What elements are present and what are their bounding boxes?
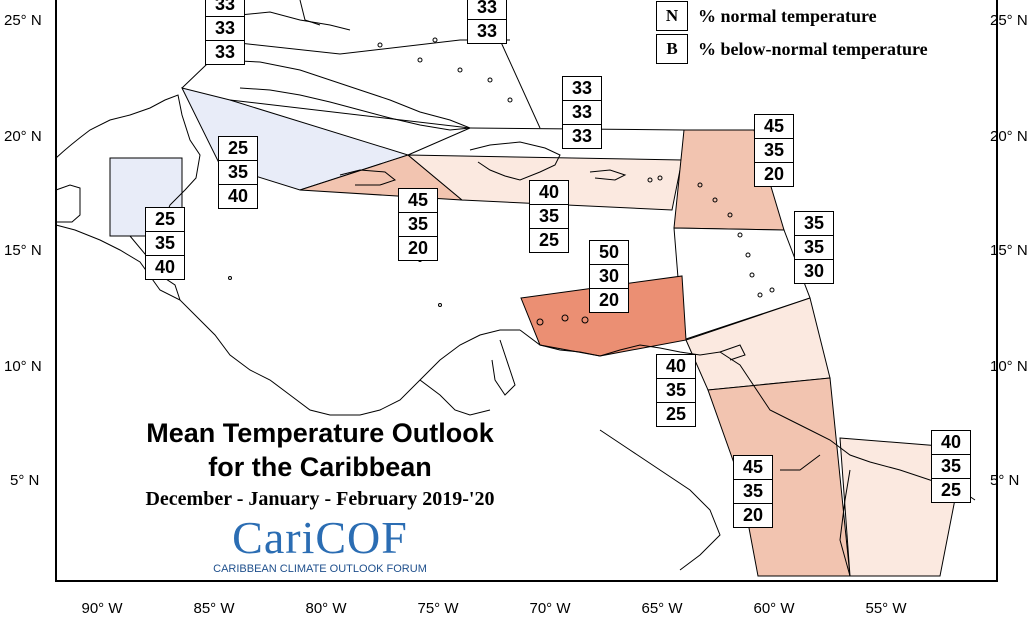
logo-main-text: CariCOF — [232, 512, 408, 563]
prob-box-guyana: 45 35 20 — [733, 455, 773, 528]
legend-key-below: B — [656, 34, 688, 64]
prob-value: 33 — [571, 126, 593, 146]
prob-box-bahamas-se: 33 33 — [467, 0, 507, 44]
lat-label-10-right: 10° N — [990, 358, 1028, 375]
lat-label-25-left: 25° N — [4, 12, 42, 29]
legend-key-normal: N — [656, 1, 688, 31]
prob-value: 40 — [657, 355, 695, 379]
prob-box-abc: 50 30 20 — [589, 240, 629, 313]
prob-value: 40 — [530, 181, 568, 205]
prob-box-suriname: 40 35 25 — [931, 430, 971, 503]
map-title-line2: for the Caribbean — [208, 452, 432, 482]
lat-label-20-right: 20° N — [990, 128, 1028, 145]
prob-value: 33 — [206, 0, 244, 17]
lat-label-25-right: 25° N — [990, 12, 1028, 29]
prob-box-hispaniola: 40 35 25 — [529, 180, 569, 253]
prob-value: 30 — [803, 261, 825, 281]
lat-label-10-left: 10° N — [4, 358, 42, 375]
legend-text-normal: % normal temperature — [698, 5, 877, 26]
prob-value: 35 — [657, 379, 695, 403]
map-frame — [55, 0, 998, 582]
prob-value: 20 — [598, 290, 620, 310]
prob-value: 35 — [530, 205, 568, 229]
prob-value: 33 — [214, 42, 236, 62]
lon-label-55: 55° W — [865, 600, 907, 617]
prob-value: 25 — [146, 208, 184, 232]
prob-value: 25 — [219, 137, 257, 161]
prob-value: 35 — [932, 455, 970, 479]
legend-text-below: % below-normal temperature — [698, 38, 928, 59]
prob-value: 35 — [219, 161, 257, 185]
prob-value: 35 — [146, 232, 184, 256]
map-title-line1: Mean Temperature Outlook — [146, 418, 494, 448]
lat-label-20-left: 20° N — [4, 128, 42, 145]
region-abc — [520, 275, 687, 357]
prob-value: 20 — [407, 238, 429, 258]
lon-label-80: 80° W — [305, 600, 347, 617]
map-period: December - January - February 2019-'20 — [145, 488, 495, 510]
prob-value: 45 — [734, 456, 772, 480]
prob-value: 45 — [755, 115, 793, 139]
logo-sub-text: CARIBBEAN CLIMATE OUTLOOK FORUM — [213, 563, 427, 575]
prob-value: 33 — [476, 21, 498, 41]
prob-value: 35 — [795, 212, 833, 236]
lat-label-15-right: 15° N — [990, 242, 1028, 259]
prob-box-trinidad: 40 35 25 — [656, 354, 696, 427]
prob-value: 50 — [590, 241, 628, 265]
prob-box-turks-caicos: 33 33 33 — [562, 76, 602, 149]
prob-value: 20 — [763, 164, 785, 184]
prob-box-windwards: 35 35 30 — [794, 211, 834, 284]
prob-box-belize: 25 35 40 — [145, 207, 185, 280]
prob-value: 33 — [563, 101, 601, 125]
prob-value: 33 — [563, 77, 601, 101]
prob-value: 40 — [932, 431, 970, 455]
prob-value: 33 — [206, 17, 244, 41]
prob-value: 30 — [590, 265, 628, 289]
legend-below: B % below-normal temperature — [656, 34, 928, 64]
lat-label-5-right: 5° N — [990, 472, 1020, 489]
lat-label-5-left: 5° N — [10, 472, 40, 489]
prob-value: 25 — [665, 404, 687, 424]
prob-value: 40 — [154, 257, 176, 277]
lon-label-85: 85° W — [193, 600, 235, 617]
boundary-lines-5 — [499, 39, 541, 129]
lon-label-90: 90° W — [81, 600, 123, 617]
lon-label-60: 60° W — [753, 600, 795, 617]
prob-value: 33 — [468, 0, 506, 20]
lat-label-15-left: 15° N — [4, 242, 42, 259]
legend-normal: N % normal temperature — [656, 1, 877, 31]
prob-value: 35 — [795, 236, 833, 260]
prob-value: 35 — [399, 213, 437, 237]
prob-box-bahamas-nw: 33 33 33 — [205, 0, 245, 65]
prob-value: 35 — [755, 139, 793, 163]
prob-box-leewards: 45 35 20 — [754, 114, 794, 187]
prob-value: 45 — [399, 189, 437, 213]
lon-label-65: 65° W — [641, 600, 683, 617]
prob-box-cuba: 25 35 40 — [218, 136, 258, 209]
prob-value: 25 — [940, 480, 962, 500]
prob-box-jamaica: 45 35 20 — [398, 188, 438, 261]
prob-value: 35 — [734, 480, 772, 504]
lon-label-70: 70° W — [529, 600, 571, 617]
prob-value: 20 — [742, 505, 764, 525]
lon-label-75: 75° W — [417, 600, 459, 617]
caricof-logo: CariCOF CARIBBEAN CLIMATE OUTLOOK FORUM — [200, 512, 440, 576]
prob-value: 40 — [227, 186, 249, 206]
prob-value: 25 — [538, 230, 560, 250]
